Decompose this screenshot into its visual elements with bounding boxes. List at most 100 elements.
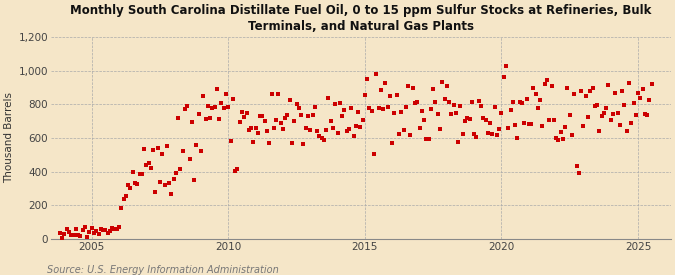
Point [400,105,411,109]
Point [605,118,616,122]
Y-axis label: Thousand Barrels: Thousand Barrels [4,92,14,183]
Point [628,100,639,105]
Point [111,226,122,231]
Point [184,157,195,161]
Point [223,104,234,109]
Point [587,86,598,90]
Point [531,92,541,96]
Point [66,232,77,237]
Point [533,106,543,110]
Point [175,166,186,171]
Point [109,227,120,231]
Point [100,228,111,233]
Point [275,120,286,125]
Point [68,233,79,237]
Point [371,72,381,76]
Point [418,118,429,123]
Point [77,227,88,232]
Point [98,228,109,232]
Point [128,170,138,175]
Point [473,99,484,103]
Point [202,104,213,108]
Point [375,87,386,92]
Point [196,149,207,153]
Point [580,94,591,98]
Point [443,100,454,104]
Point [566,133,577,137]
Point [259,119,270,123]
Point [516,101,527,106]
Point [294,106,304,110]
Point [435,127,446,132]
Point [362,76,373,81]
Point [589,104,600,109]
Point [360,92,371,97]
Point [571,164,582,169]
Point [364,106,375,110]
Point [314,133,325,138]
Point [410,101,421,106]
Point [612,111,623,115]
Point [262,128,273,133]
Point [289,119,300,123]
Point [209,105,220,109]
Point [503,126,514,130]
Point [610,91,621,95]
Point [123,183,134,188]
Point [594,128,605,133]
Point [378,106,389,111]
Point [236,110,247,115]
Point [155,179,165,184]
Point [88,230,99,235]
Point [153,145,163,150]
Point [161,144,172,148]
Point [483,131,493,135]
Point [632,90,643,95]
Point [348,133,359,138]
Point [305,128,316,133]
Point [355,125,366,130]
Point [491,132,502,137]
Point [164,181,175,186]
Point [560,125,570,130]
Point [432,112,443,116]
Point [642,113,653,117]
Point [280,116,291,121]
Point [346,105,356,110]
Point [284,98,295,103]
Point [82,235,92,239]
Point [637,87,648,91]
Point [574,171,585,175]
Point [339,108,350,112]
Point [230,168,240,173]
Point [556,130,566,134]
Point [319,138,329,142]
Point [416,108,427,113]
Point [535,97,545,102]
Point [523,122,534,126]
Point [551,136,562,140]
Point [246,126,256,130]
Point [55,231,65,236]
Point [569,92,580,96]
Point [369,151,379,156]
Point [207,106,218,111]
Point [617,89,628,93]
Point [585,89,595,94]
Point [113,225,124,229]
Point [450,111,461,115]
Point [476,103,487,108]
Point [178,149,188,153]
Point [234,120,245,124]
Point [325,119,336,123]
Point [273,92,284,96]
Point [225,139,236,143]
Point [70,227,81,231]
Point [302,114,313,118]
Point [118,197,129,202]
Point [148,148,159,152]
Point [478,116,489,120]
Point [282,113,293,117]
Point [150,190,161,194]
Point [505,108,516,112]
